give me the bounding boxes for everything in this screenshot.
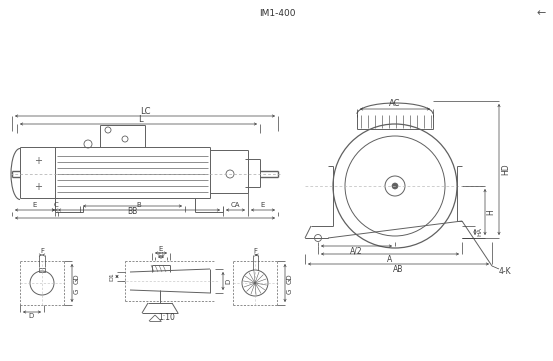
Text: G: G — [74, 288, 80, 294]
Text: E: E — [33, 202, 37, 208]
Circle shape — [392, 183, 398, 189]
Text: HA: HA — [477, 227, 483, 236]
Text: LC: LC — [140, 106, 150, 116]
Text: H: H — [487, 209, 495, 215]
Text: L: L — [138, 116, 142, 125]
Text: C: C — [54, 202, 59, 208]
Text: CA: CA — [231, 202, 240, 208]
Text: A: A — [387, 255, 393, 264]
Text: HD: HD — [502, 164, 510, 175]
Text: D1: D1 — [109, 272, 114, 281]
Text: B: B — [137, 202, 142, 208]
Text: G: G — [287, 288, 293, 294]
Text: +: + — [34, 182, 42, 192]
Text: F: F — [253, 248, 257, 254]
Text: D: D — [225, 278, 231, 284]
Text: ←: ← — [536, 8, 546, 18]
Text: 4-K: 4-K — [499, 266, 512, 275]
Text: AC: AC — [389, 100, 401, 109]
Text: +: + — [34, 156, 42, 166]
Text: GD: GD — [74, 274, 80, 284]
Bar — [39, 268, 45, 272]
Text: GD: GD — [287, 274, 293, 284]
Text: IM1-400: IM1-400 — [259, 9, 295, 17]
Text: A/2: A/2 — [350, 247, 363, 256]
Text: E1: E1 — [157, 252, 165, 257]
Text: E: E — [261, 202, 265, 208]
Text: BB: BB — [127, 206, 138, 216]
Text: E: E — [159, 246, 163, 252]
Text: D: D — [28, 313, 34, 319]
Text: F: F — [40, 248, 44, 254]
Text: AB: AB — [393, 265, 404, 274]
Text: 1:10: 1:10 — [159, 313, 175, 322]
